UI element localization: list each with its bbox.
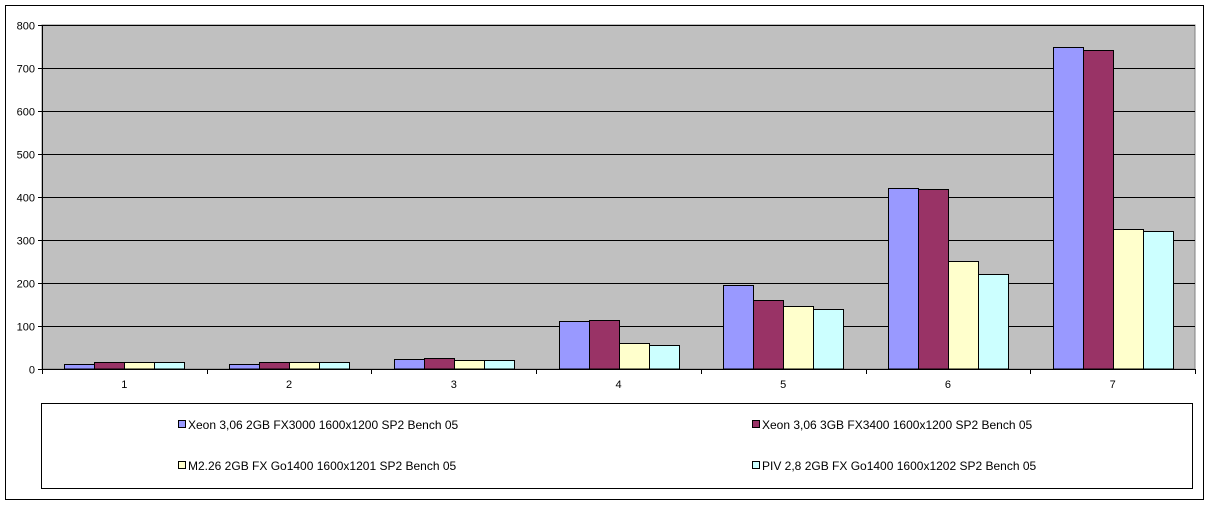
x-tick-label: 5 [780, 379, 786, 391]
bar-series-2-category-1 [94, 362, 125, 370]
bar-series-2-category-7 [1083, 50, 1114, 370]
bar-series-2-category-3 [424, 358, 455, 370]
bar-series-3-category-6 [948, 261, 979, 370]
bar-series-4-category-4 [649, 345, 680, 370]
legend-label: PIV 2,8 2GB FX Go1400 1600x1202 SP2 Benc… [762, 459, 1037, 473]
legend-swatch [178, 420, 186, 428]
legend-swatch [752, 461, 760, 469]
legend-swatch [178, 461, 186, 469]
bar-series-3-category-2 [289, 362, 320, 370]
legend-label: Xeon 3,06 3GB FX3400 1600x1200 SP2 Bench… [762, 418, 1033, 432]
y-tick-label: 0 [29, 365, 35, 377]
bar-series-2-category-5 [753, 300, 784, 370]
y-axis-tick-labels: 0 100 200 300 400 500 600 700 800 [17, 21, 42, 377]
y-tick-label: 500 [17, 150, 35, 162]
legend-label: Xeon 3,06 2GB FX3000 1600x1200 SP2 Bench… [188, 418, 459, 432]
bar-series-1-category-1 [64, 364, 95, 370]
bar-series-1-category-3 [394, 359, 425, 370]
bar-series-1-category-5 [723, 285, 754, 370]
x-axis-tick-labels: 1 2 3 4 5 6 7 [121, 379, 1115, 391]
legend-label: M2.26 2GB FX Go1400 1600x1201 SP2 Bench … [188, 459, 457, 473]
x-tick-label: 2 [286, 379, 292, 391]
legend-item: M2.26 2GB FX Go1400 1600x1201 SP2 Bench … [178, 459, 457, 473]
y-tick-label: 300 [17, 236, 35, 248]
legend: Xeon 3,06 2GB FX3000 1600x1200 SP2 Bench… [178, 418, 1037, 473]
bar-series-3-category-5 [783, 306, 814, 370]
x-tick-label: 1 [121, 379, 127, 391]
bar-series-3-category-4 [619, 343, 650, 370]
bar-series-4-category-5 [813, 309, 844, 370]
bar-series-2-category-6 [918, 189, 949, 370]
bar-series-4-category-1 [154, 362, 185, 370]
x-tick-label: 4 [615, 379, 621, 391]
bar-series-1-category-7 [1053, 47, 1084, 370]
bar-series-3-category-7 [1113, 229, 1144, 370]
legend-box [41, 403, 1193, 489]
bar-series-2-category-2 [259, 362, 290, 370]
y-tick-label: 800 [17, 21, 35, 33]
y-tick-label: 700 [17, 64, 35, 76]
gridlines [42, 25, 1195, 327]
legend-item: Xeon 3,06 2GB FX3000 1600x1200 SP2 Bench… [178, 418, 459, 432]
bar-series-3-category-3 [454, 360, 485, 370]
legend-swatch [752, 420, 760, 428]
bar-series-1-category-4 [559, 321, 590, 370]
bar-series-2-category-4 [589, 320, 620, 370]
x-tick-label: 6 [945, 379, 951, 391]
y-tick-label: 400 [17, 193, 35, 205]
bar-series-3-category-1 [124, 362, 155, 370]
bar-series-1-category-2 [229, 364, 260, 370]
y-tick-label: 200 [17, 279, 35, 291]
axes [42, 25, 1196, 374]
x-tick-label: 3 [451, 379, 457, 391]
bar-series-4-category-2 [319, 362, 350, 370]
bar-series-1-category-6 [888, 188, 919, 370]
y-tick-label: 600 [17, 107, 35, 119]
bar-series-4-category-6 [978, 274, 1009, 370]
legend-item: Xeon 3,06 3GB FX3400 1600x1200 SP2 Bench… [752, 418, 1033, 432]
bar-series-4-category-7 [1143, 231, 1174, 370]
x-tick-label: 7 [1110, 379, 1116, 391]
y-tick-label: 100 [17, 322, 35, 334]
legend-item: PIV 2,8 2GB FX Go1400 1600x1202 SP2 Benc… [752, 459, 1037, 473]
bar-series-4-category-3 [484, 360, 515, 370]
